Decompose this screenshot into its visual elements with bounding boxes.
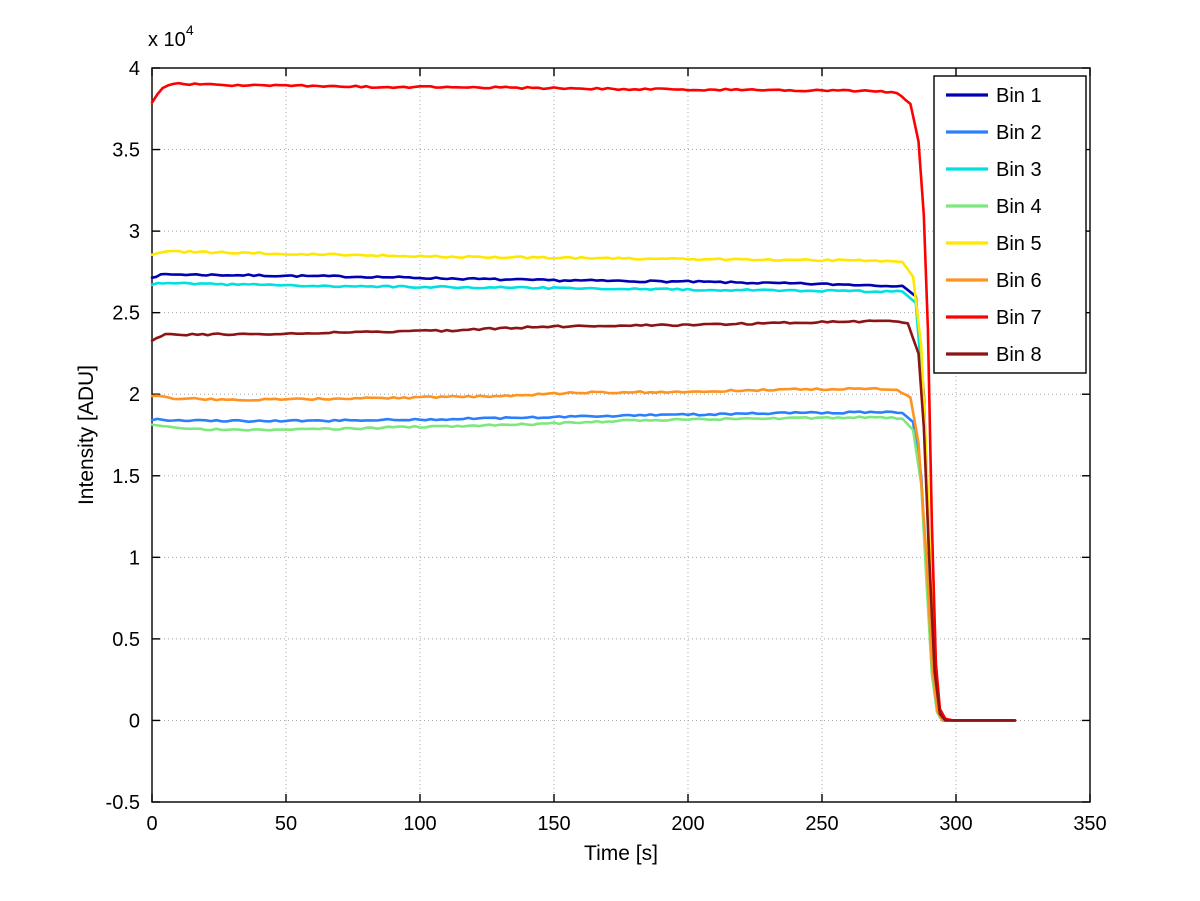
series-line-bin-3 [150, 281, 1017, 722]
grid [152, 68, 1090, 802]
series-line-bin-5 [150, 249, 1017, 722]
x-tick-label: 150 [537, 813, 570, 835]
legend-label-bin-2: Bin 2 [996, 122, 1042, 144]
x-tick-label: 0 [146, 813, 157, 835]
x-tick-label: 200 [671, 813, 704, 835]
series [150, 81, 1017, 722]
y-tick-label: 4 [129, 58, 140, 80]
x-tick-label: 100 [403, 813, 436, 835]
x-tick-label: 50 [275, 813, 297, 835]
y-axis-multiplier-exp: 4 [186, 22, 194, 38]
series-line-bin-4 [150, 415, 1017, 722]
y-tick-label: 1 [129, 547, 140, 569]
axes: 0 50 100 150 200 250 300 350 -0.5 0 0.5 1 1.5 2 2.5 3 3.… [106, 58, 1107, 835]
legend: Bin 1 Bin 2 Bin 3 Bin 4 Bin 5 Bin 6 Bin 7 Bin 8 [933, 75, 1087, 374]
legend-label-bin-7: Bin 7 [996, 307, 1042, 329]
x-axis-label: Time [s] [584, 842, 658, 865]
legend-label-bin-4: Bin 4 [996, 196, 1042, 218]
y-tick-label: 1.5 [112, 466, 140, 488]
legend-box [933, 75, 1087, 374]
legend-label-bin-3: Bin 3 [996, 159, 1042, 181]
series-line-bin-8 [150, 319, 1017, 722]
x-tick-label: 350 [1073, 813, 1106, 835]
y-tick-label: 0.5 [112, 629, 140, 651]
x-tick-label: 250 [805, 813, 838, 835]
series-line-bin-7 [150, 81, 1017, 722]
legend-label-bin-6: Bin 6 [996, 270, 1042, 292]
legend-label-bin-5: Bin 5 [996, 233, 1042, 255]
series-line-bin-1 [150, 272, 1017, 722]
plot-frame [151, 67, 1091, 803]
y-axis-multiplier-base: x 10 [148, 29, 186, 51]
y-axis-label: Intensity [ADU] [75, 365, 98, 505]
y-tick-label: 2 [129, 384, 140, 406]
legend-label-bin-8: Bin 8 [996, 344, 1042, 366]
y-tick-label: 3.5 [112, 140, 140, 162]
series-line-bin-2 [150, 410, 1017, 722]
y-axis-multiplier: x 104 [148, 22, 194, 51]
series-line-bin-6 [150, 386, 1017, 722]
y-tick-label: -0.5 [106, 792, 140, 814]
y-tick-label: 3 [129, 221, 140, 243]
legend-label-bin-1: Bin 1 [996, 85, 1042, 107]
y-tick-label: 2.5 [112, 303, 140, 325]
x-tick-label: 300 [939, 813, 972, 835]
y-tick-label: 0 [129, 710, 140, 732]
